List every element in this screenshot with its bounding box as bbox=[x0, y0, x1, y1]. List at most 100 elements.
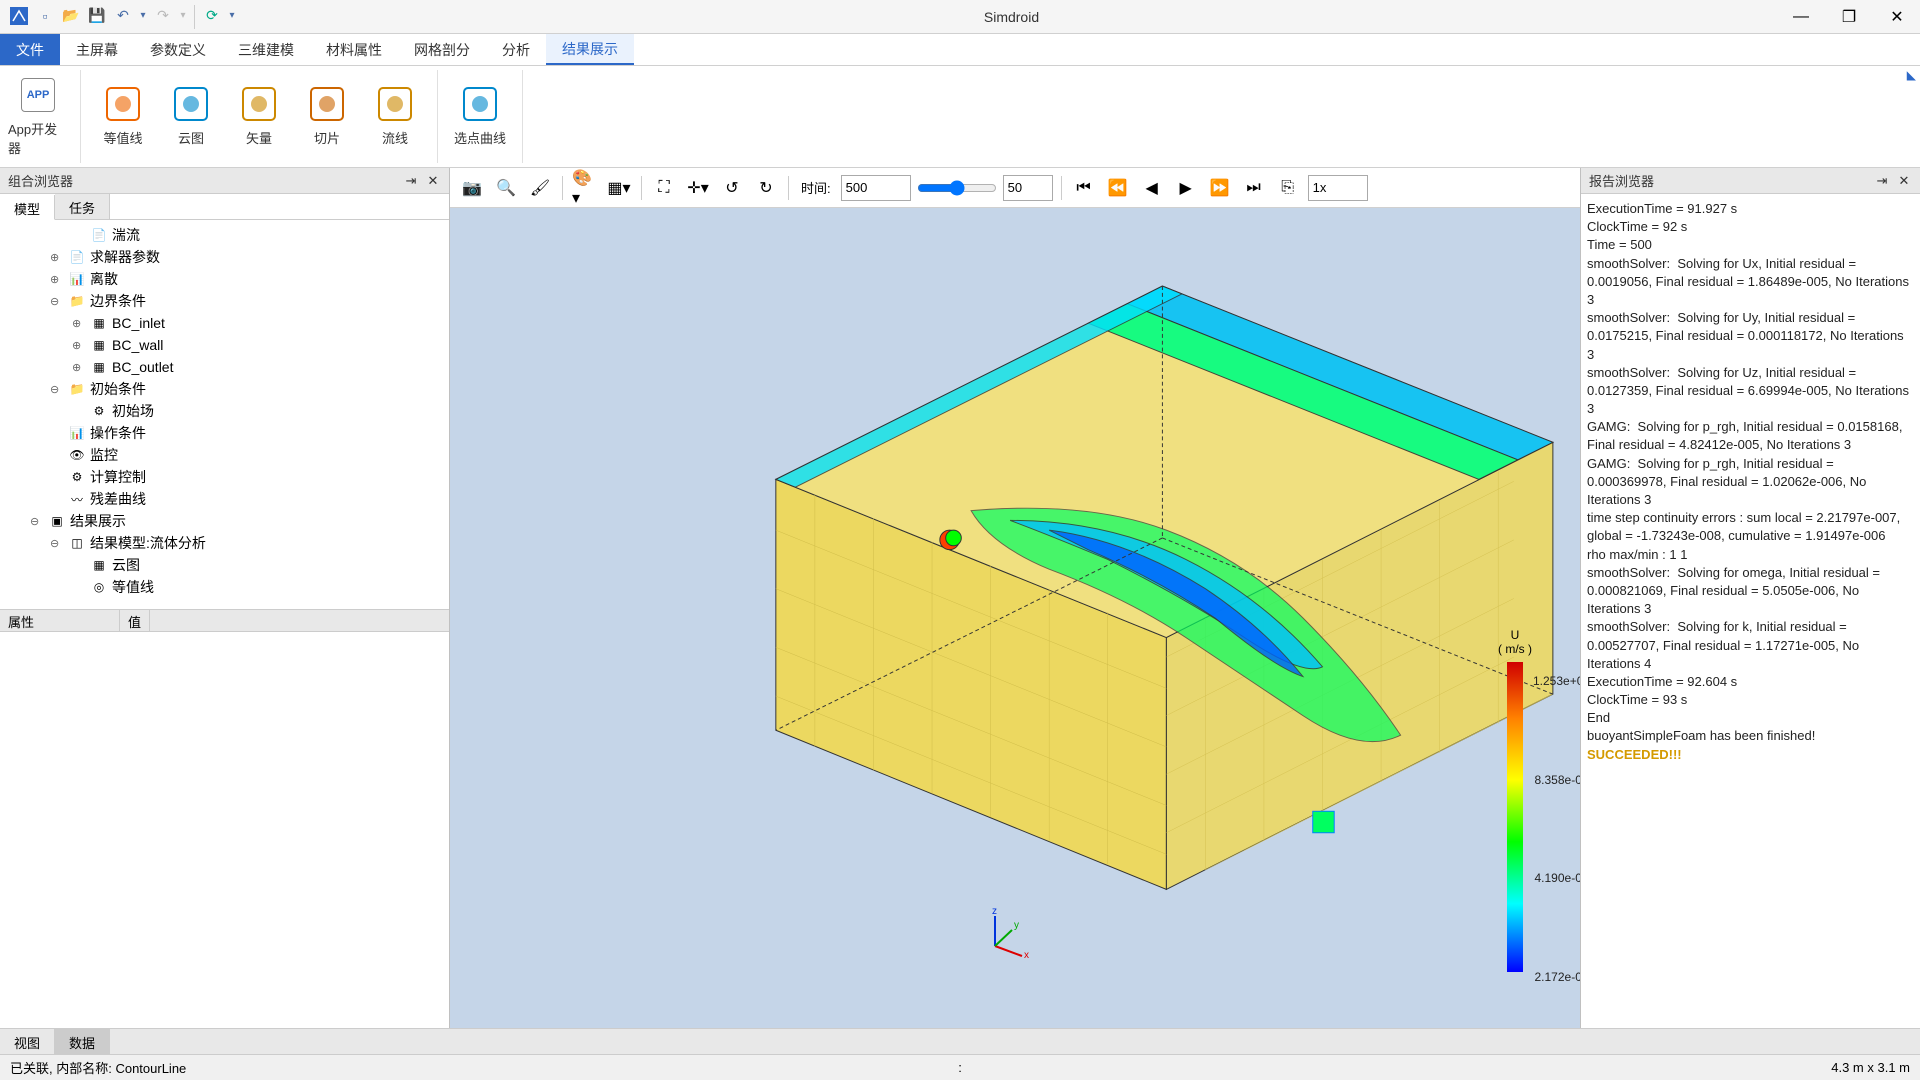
menu-材料属性[interactable]: 材料属性 bbox=[310, 34, 398, 65]
tb-brush-icon[interactable]: 🖌 bbox=[526, 174, 554, 202]
menu-网格剖分[interactable]: 网格剖分 bbox=[398, 34, 486, 65]
tree-icon: 📁 bbox=[68, 293, 86, 309]
close-panel-icon[interactable]: ✕ bbox=[1896, 173, 1912, 189]
tb-play-back-icon[interactable]: ◀ bbox=[1138, 174, 1166, 202]
tb-step-fwd-icon[interactable]: ⏩ bbox=[1206, 174, 1234, 202]
tb-to-start-icon[interactable]: ⏮ bbox=[1070, 174, 1098, 202]
ribbon-APP[interactable]: APPApp开发器 bbox=[8, 70, 68, 163]
refresh-drop-icon[interactable]: ▾ bbox=[227, 5, 237, 27]
tree-label: 等值线 bbox=[112, 577, 154, 597]
legend-title: U bbox=[1475, 628, 1555, 642]
svg-text:z: z bbox=[992, 908, 997, 917]
tb-rotate-left-icon[interactable]: ↺ bbox=[718, 174, 746, 202]
bottom-tab-数据[interactable]: 数据 bbox=[55, 1029, 110, 1054]
expander-icon[interactable]: ⊕ bbox=[72, 317, 86, 330]
center-panel: 📷🔍🖌🎨▾▦▾⛶✛▾↺↻时间:⏮⏪◀▶⏩⏭⎘ bbox=[450, 168, 1580, 1028]
expander-icon[interactable]: ⊖ bbox=[50, 537, 64, 550]
left-tab-任务[interactable]: 任务 bbox=[55, 194, 110, 219]
tb-export-icon[interactable]: ⎘ bbox=[1274, 174, 1302, 202]
tree-label: 湍流 bbox=[112, 225, 140, 245]
maximize-button[interactable]: ❐ bbox=[1834, 7, 1864, 27]
undo-drop-icon[interactable]: ▾ bbox=[138, 5, 148, 27]
pin-icon[interactable]: ⇥ bbox=[403, 173, 419, 189]
tree-node[interactable]: 👁监控 bbox=[0, 444, 449, 466]
close-panel-icon[interactable]: ✕ bbox=[425, 173, 441, 189]
tree-node[interactable]: ⚙初始场 bbox=[0, 400, 449, 422]
ribbon-contour[interactable]: 等值线 bbox=[93, 70, 153, 163]
undo-icon[interactable]: ↶ bbox=[112, 5, 134, 27]
tb-play-icon[interactable]: ▶ bbox=[1172, 174, 1200, 202]
ribbon-slice[interactable]: 切片 bbox=[297, 70, 357, 163]
expander-icon[interactable]: ⊖ bbox=[50, 383, 64, 396]
tree-node[interactable]: ⊕▦BC_wall bbox=[0, 334, 449, 356]
save-icon[interactable]: 💾 bbox=[86, 5, 108, 27]
legend-unit: ( m/s ) bbox=[1475, 642, 1555, 656]
menu-三维建模[interactable]: 三维建模 bbox=[222, 34, 310, 65]
tree-node[interactable]: ⊕▦BC_inlet bbox=[0, 312, 449, 334]
time-slider[interactable] bbox=[917, 180, 997, 196]
tree-node[interactable]: ⊕📄求解器参数 bbox=[0, 246, 449, 268]
right-panel-title: 报告浏览器 bbox=[1589, 171, 1654, 190]
refresh-icon[interactable]: ⟳ bbox=[201, 5, 223, 27]
tb-step-back-icon[interactable]: ⏪ bbox=[1104, 174, 1132, 202]
tree-node[interactable]: ⊖▣结果展示 bbox=[0, 510, 449, 532]
tree-node[interactable]: ⊖📁初始条件 bbox=[0, 378, 449, 400]
tree-label: BC_outlet bbox=[112, 359, 173, 375]
menu-分析[interactable]: 分析 bbox=[486, 34, 546, 65]
left-tab-模型[interactable]: 模型 bbox=[0, 195, 55, 220]
redo-drop-icon[interactable]: ▾ bbox=[178, 5, 188, 27]
bottom-tab-视图[interactable]: 视图 bbox=[0, 1029, 55, 1054]
tb-camera-icon[interactable]: 📷 bbox=[458, 174, 486, 202]
tb-zoom-icon[interactable]: 🔍 bbox=[492, 174, 520, 202]
tb-to-end-icon[interactable]: ⏭ bbox=[1240, 174, 1268, 202]
expander-icon[interactable]: ⊕ bbox=[72, 339, 86, 352]
menu-结果展示[interactable]: 结果展示 bbox=[546, 34, 634, 65]
pin-icon[interactable]: ⇥ bbox=[1874, 173, 1890, 189]
tree-icon: 〰 bbox=[68, 491, 86, 507]
tb-palette-icon[interactable]: ▦▾ bbox=[605, 174, 633, 202]
minimize-button[interactable]: — bbox=[1786, 7, 1816, 27]
new-icon[interactable]: ▫ bbox=[34, 5, 56, 27]
step-input[interactable] bbox=[1003, 175, 1053, 201]
expander-icon[interactable]: ⊕ bbox=[72, 361, 86, 374]
tree-node[interactable]: ▦云图 bbox=[0, 554, 449, 576]
menu-参数定义[interactable]: 参数定义 bbox=[134, 34, 222, 65]
ribbon-curve[interactable]: 选点曲线 bbox=[450, 70, 510, 163]
viewport-3d[interactable]: z x y U ( m/s ) 1.253e+00 8.358e-01 4.19… bbox=[450, 208, 1580, 1028]
expander-icon[interactable]: ⊖ bbox=[30, 515, 44, 528]
tree-node[interactable]: ⊕▦BC_outlet bbox=[0, 356, 449, 378]
menu-文件[interactable]: 文件 bbox=[0, 34, 60, 65]
tree-icon: 📊 bbox=[68, 425, 86, 441]
tb-rotate-right-icon[interactable]: ↻ bbox=[752, 174, 780, 202]
tree-node[interactable]: ⊕📊离散 bbox=[0, 268, 449, 290]
collapse-ribbon-icon[interactable]: ◣ bbox=[1907, 68, 1916, 82]
tree-node[interactable]: 📄湍流 bbox=[0, 224, 449, 246]
tree-label: 结果展示 bbox=[70, 511, 126, 531]
time-input[interactable] bbox=[841, 175, 911, 201]
expander-icon[interactable]: ⊖ bbox=[50, 295, 64, 308]
ribbon-vector[interactable]: 矢量 bbox=[229, 70, 289, 163]
ribbon-stream[interactable]: 流线 bbox=[365, 70, 425, 163]
logo-icon[interactable] bbox=[8, 5, 30, 27]
expander-icon[interactable]: ⊕ bbox=[50, 251, 64, 264]
window-title: Simdroid bbox=[237, 9, 1786, 25]
menu-主屏幕[interactable]: 主屏幕 bbox=[60, 34, 134, 65]
ribbon-cloud[interactable]: 云图 bbox=[161, 70, 221, 163]
tree-node[interactable]: ◎等值线 bbox=[0, 576, 449, 598]
speed-input[interactable] bbox=[1308, 175, 1368, 201]
tb-axis-drop-icon[interactable]: ✛▾ bbox=[684, 174, 712, 202]
tree-node[interactable]: ⚙计算控制 bbox=[0, 466, 449, 488]
tb-fit-icon[interactable]: ⛶ bbox=[650, 174, 678, 202]
close-button[interactable]: ✕ bbox=[1882, 7, 1912, 27]
open-icon[interactable]: 📂 bbox=[60, 5, 82, 27]
tree-label: 边界条件 bbox=[90, 291, 146, 311]
tree-label: 离散 bbox=[90, 269, 118, 289]
tb-color-drop-icon[interactable]: 🎨▾ bbox=[571, 174, 599, 202]
tree-node[interactable]: ⊖◫结果模型:流体分析 bbox=[0, 532, 449, 554]
tree-node[interactable]: 📊操作条件 bbox=[0, 422, 449, 444]
tree-node[interactable]: ⊖ 📁边界条件 bbox=[0, 290, 449, 312]
redo-icon[interactable]: ↷ bbox=[152, 5, 174, 27]
tree-node[interactable]: 〰残差曲线 bbox=[0, 488, 449, 510]
expander-icon[interactable]: ⊕ bbox=[50, 273, 64, 286]
tree-label: 操作条件 bbox=[90, 423, 146, 443]
